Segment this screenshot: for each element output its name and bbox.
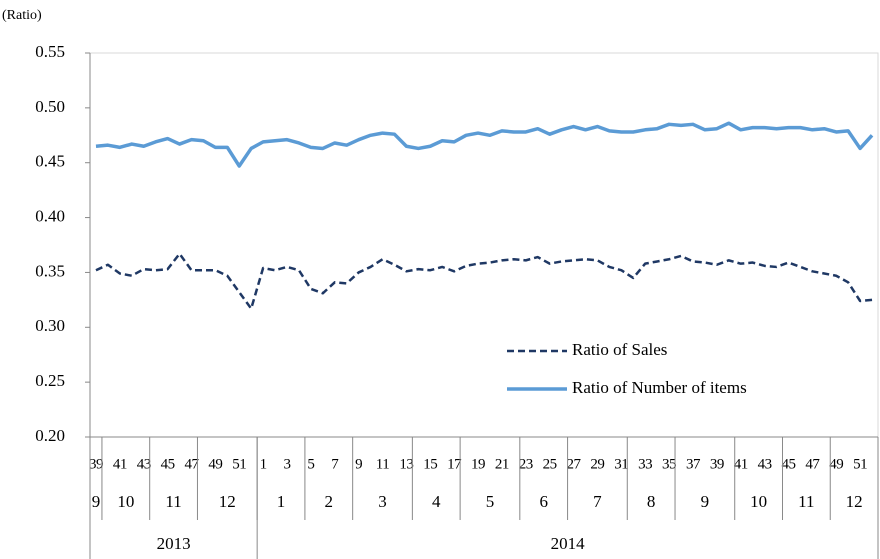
month-label: 12 bbox=[846, 492, 863, 511]
month-label: 5 bbox=[486, 492, 495, 511]
month-label: 8 bbox=[647, 492, 656, 511]
x-tick-label: 27 bbox=[567, 456, 582, 472]
x-tick-label: 43 bbox=[137, 456, 151, 472]
month-label: 4 bbox=[432, 492, 441, 511]
x-tick-label: 41 bbox=[734, 456, 748, 472]
month-label: 6 bbox=[539, 492, 548, 511]
month-label: 1 bbox=[277, 492, 286, 511]
legend-label: Ratio of Sales bbox=[572, 340, 667, 359]
x-tick-label: 41 bbox=[113, 456, 127, 472]
y-tick-label: 0.30 bbox=[35, 316, 65, 335]
month-label: 7 bbox=[593, 492, 602, 511]
x-tick-label: 15 bbox=[423, 456, 437, 472]
month-label: 10 bbox=[117, 492, 134, 511]
x-tick-label: 47 bbox=[805, 456, 820, 472]
y-tick-label: 0.55 bbox=[35, 42, 65, 61]
x-tick-label: 45 bbox=[781, 456, 795, 472]
x-tick-label: 5 bbox=[307, 456, 314, 472]
x-tick-label: 3 bbox=[284, 456, 291, 472]
x-tick-label: 7 bbox=[331, 456, 339, 472]
x-tick-label: 25 bbox=[543, 456, 557, 472]
year-label: 2013 bbox=[157, 534, 191, 553]
data-line bbox=[95, 121, 874, 168]
plot-frame bbox=[89, 52, 879, 438]
y-tick-label: 0.35 bbox=[35, 261, 65, 280]
x-tick-label: 49 bbox=[208, 456, 222, 472]
month-label: 11 bbox=[165, 492, 181, 511]
x-tick-label: 39 bbox=[89, 456, 103, 472]
x-tick-label: 31 bbox=[614, 456, 628, 472]
x-tick-label: 13 bbox=[399, 456, 413, 472]
x-tick-label: 47 bbox=[184, 456, 199, 472]
month-label: 2 bbox=[325, 492, 334, 511]
x-tick-label: 33 bbox=[638, 456, 652, 472]
x-tick-label: 17 bbox=[447, 456, 462, 472]
x-tick-label: 49 bbox=[829, 456, 843, 472]
month-label: 3 bbox=[378, 492, 387, 511]
legend-label: Ratio of Number of items bbox=[572, 378, 747, 397]
y-tick-label: 0.20 bbox=[35, 426, 65, 445]
month-label: 9 bbox=[701, 492, 710, 511]
month-label: 9 bbox=[92, 492, 101, 511]
data-line bbox=[95, 252, 873, 310]
month-label: 11 bbox=[798, 492, 814, 511]
x-tick-label: 29 bbox=[590, 456, 604, 472]
x-tick-label: 1 bbox=[260, 456, 267, 472]
x-tick-label: 11 bbox=[376, 456, 389, 472]
x-tick-label: 43 bbox=[758, 456, 772, 472]
month-label: 10 bbox=[750, 492, 767, 511]
x-tick-label: 51 bbox=[853, 456, 867, 472]
x-tick-label: 35 bbox=[662, 456, 676, 472]
y-tick-label: 0.25 bbox=[35, 371, 65, 390]
x-tick-label: 9 bbox=[355, 456, 362, 472]
x-tick-label: 23 bbox=[519, 456, 533, 472]
year-label: 2014 bbox=[551, 534, 586, 553]
y-tick-label: 0.40 bbox=[35, 206, 65, 225]
x-tick-label: 51 bbox=[232, 456, 246, 472]
x-tick-label: 39 bbox=[710, 456, 724, 472]
y-axis-label: (Ratio) bbox=[2, 8, 42, 23]
x-tick-label: 45 bbox=[161, 456, 175, 472]
y-tick-label: 0.50 bbox=[35, 97, 65, 116]
month-label: 12 bbox=[219, 492, 236, 511]
x-tick-label: 19 bbox=[471, 456, 485, 472]
x-tick-label: 37 bbox=[686, 456, 701, 472]
x-tick-label: 21 bbox=[495, 456, 509, 472]
y-tick-label: 0.45 bbox=[35, 152, 65, 171]
